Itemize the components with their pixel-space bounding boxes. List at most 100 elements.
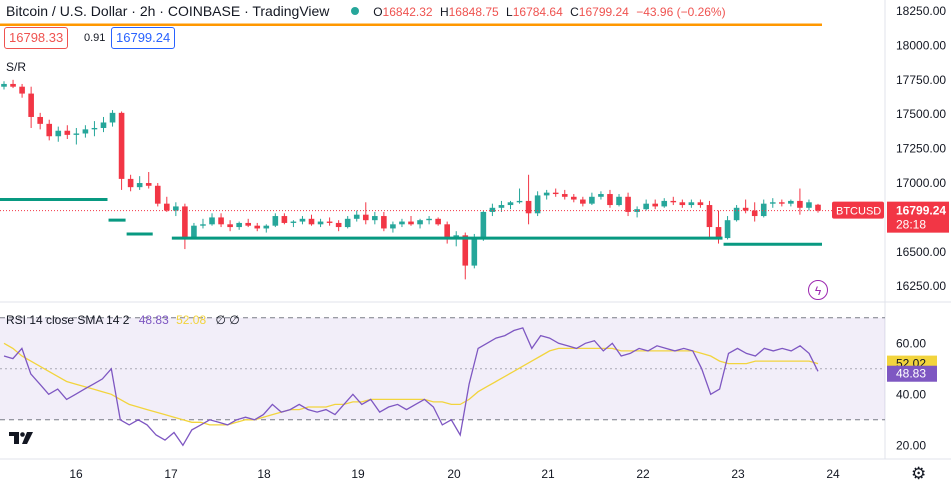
tradingview-logo-icon[interactable]	[8, 428, 34, 448]
countdown-tag: 28:18	[896, 218, 926, 232]
high-label: H	[439, 5, 449, 19]
candle-body	[73, 133, 80, 135]
candle-body	[489, 207, 496, 212]
candle-body	[507, 202, 514, 206]
time-tick-label: 22	[636, 467, 650, 481]
price-tick-label: 17000.00	[896, 176, 946, 190]
candle-body	[381, 216, 387, 229]
rsi-tick-label: 60.00	[896, 336, 926, 350]
candle-body	[326, 221, 333, 223]
candle-body	[598, 194, 604, 197]
candle-body	[480, 211, 487, 239]
candle-body	[643, 203, 649, 210]
candle-body	[399, 221, 405, 225]
last-price-tag: 16799.24	[896, 204, 946, 218]
time-tick-label: 16	[69, 467, 83, 481]
market-status-icon	[351, 7, 360, 15]
candle-body	[281, 216, 288, 223]
price-tick-label: 18000.00	[896, 38, 946, 52]
price-tick-label: 17250.00	[896, 142, 946, 156]
candle-body	[353, 214, 360, 219]
time-tick-label: 18	[257, 467, 271, 481]
candle-body	[661, 200, 668, 207]
buy-price-button[interactable]: 16799.24	[111, 27, 176, 49]
candle-body	[191, 225, 197, 239]
rsi-tag-box	[887, 365, 937, 382]
candle-body	[145, 183, 152, 186]
candle-body	[769, 202, 776, 204]
candle-body	[417, 220, 423, 225]
rsi-value: 48.83	[138, 313, 169, 327]
candle-body	[634, 209, 640, 212]
close-label: C	[570, 5, 579, 19]
candle-body	[706, 205, 713, 228]
flash-icon[interactable]: ϟ	[808, 280, 828, 300]
support-resistance-lines	[0, 23, 822, 246]
high-value: 16848.75	[448, 5, 499, 19]
candle-body	[561, 194, 568, 197]
candle-body	[779, 202, 785, 204]
sr-indicator-label[interactable]: S/R	[6, 60, 27, 74]
axes: 18250.00 18000.00 17750.00 17500.00 17250.00…	[69, 4, 949, 481]
rsi-label: RSI 14 close SMA 14 2	[6, 313, 130, 327]
low-value: 16784.64	[512, 5, 563, 19]
rsi-tick-label: 40.00	[896, 387, 926, 401]
candle-body	[426, 218, 432, 221]
time-tick-label: 21	[541, 467, 555, 481]
candle-body	[91, 127, 98, 130]
candle-body	[28, 93, 34, 117]
settings-gear-icon[interactable]: ⚙	[911, 464, 927, 483]
candle-body	[64, 130, 71, 135]
candle-body	[118, 112, 125, 179]
candle-body	[37, 116, 43, 124]
rsi-extra-values: ∅ ∅	[215, 313, 240, 327]
candle-body	[607, 194, 613, 206]
candle-body	[688, 202, 695, 206]
open-label: O	[373, 5, 383, 19]
time-tick-label: 24	[826, 467, 840, 481]
candle-body	[788, 200, 794, 204]
time-tick-label: 20	[447, 467, 461, 481]
candle-body	[471, 238, 478, 266]
symbol-title[interactable]: Bitcoin / U.S. Dollar · 2h · COINBASE · …	[6, 3, 330, 19]
candle-body	[163, 203, 170, 211]
candle-body	[534, 195, 541, 214]
rsi-legend[interactable]: RSI 14 close SMA 14 2 48.83 52.08 ∅ ∅	[6, 313, 240, 327]
candle-body	[236, 222, 242, 228]
rsi-pane	[0, 317, 885, 447]
candle-body	[462, 235, 469, 266]
candle-body	[245, 222, 252, 226]
open-value: 16842.32	[382, 5, 433, 19]
candle-body	[589, 196, 595, 204]
candle-body	[733, 207, 740, 221]
candle-body	[742, 207, 749, 211]
candle-body	[173, 206, 179, 211]
candle-body	[435, 218, 441, 225]
candle-body	[444, 224, 450, 240]
price-tick-label: 18250.00	[896, 4, 946, 18]
candle-body	[227, 224, 233, 228]
chart-header: Bitcoin / U.S. Dollar · 2h · COINBASE · …	[6, 3, 730, 19]
candle-body	[543, 192, 550, 196]
candle-body	[100, 122, 107, 128]
candle-body	[344, 218, 351, 228]
candle-body	[1, 83, 7, 87]
last-price-tag-box	[887, 201, 949, 233]
candle-body	[10, 83, 16, 87]
rsi-line	[3, 327, 819, 447]
candle-body	[82, 129, 89, 134]
price-grid	[0, 0, 951, 460]
sell-price-button[interactable]: 16798.33	[4, 27, 69, 49]
candle-body	[362, 214, 369, 221]
candle-body	[552, 192, 559, 195]
rsi-tick-label: 20.00	[896, 438, 926, 452]
candle-body	[290, 221, 297, 223]
candle-series	[0, 79, 885, 280]
candle-body	[317, 221, 324, 225]
candle-body	[806, 202, 812, 208]
candle-body	[46, 123, 53, 137]
candle-body	[751, 210, 758, 217]
low-label: L	[506, 5, 513, 19]
symbol-tag: BTCUSD	[836, 206, 881, 218]
